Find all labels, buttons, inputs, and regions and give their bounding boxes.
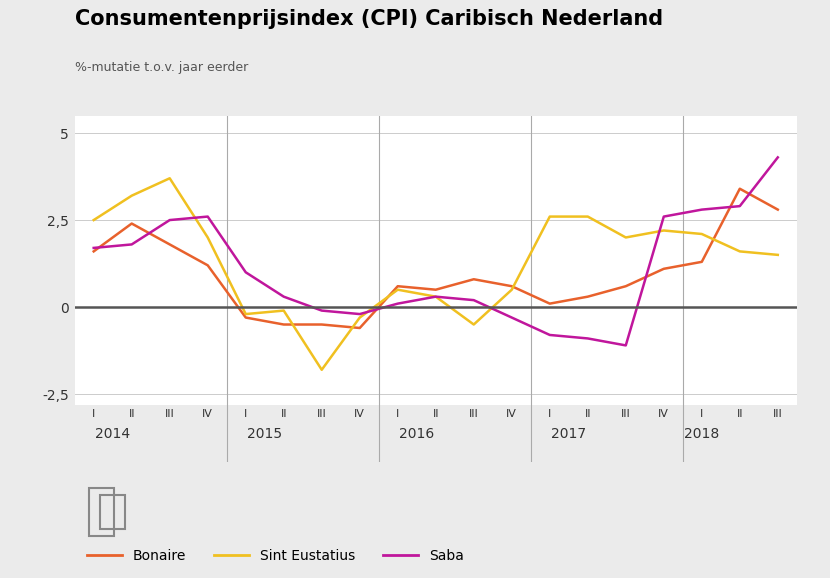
Text: 2016: 2016 bbox=[399, 427, 434, 440]
Text: 2015: 2015 bbox=[247, 427, 282, 440]
Text: 2018: 2018 bbox=[684, 427, 720, 440]
Text: 2017: 2017 bbox=[551, 427, 586, 440]
Legend: Bonaire, Sint Eustatius, Saba: Bonaire, Sint Eustatius, Saba bbox=[81, 543, 469, 568]
Text: 2014: 2014 bbox=[95, 427, 130, 440]
Text: %-mutatie t.o.v. jaar eerder: %-mutatie t.o.v. jaar eerder bbox=[75, 61, 248, 73]
Text: Consumentenprijsindex (CPI) Caribisch Nederland: Consumentenprijsindex (CPI) Caribisch Ne… bbox=[75, 9, 663, 29]
